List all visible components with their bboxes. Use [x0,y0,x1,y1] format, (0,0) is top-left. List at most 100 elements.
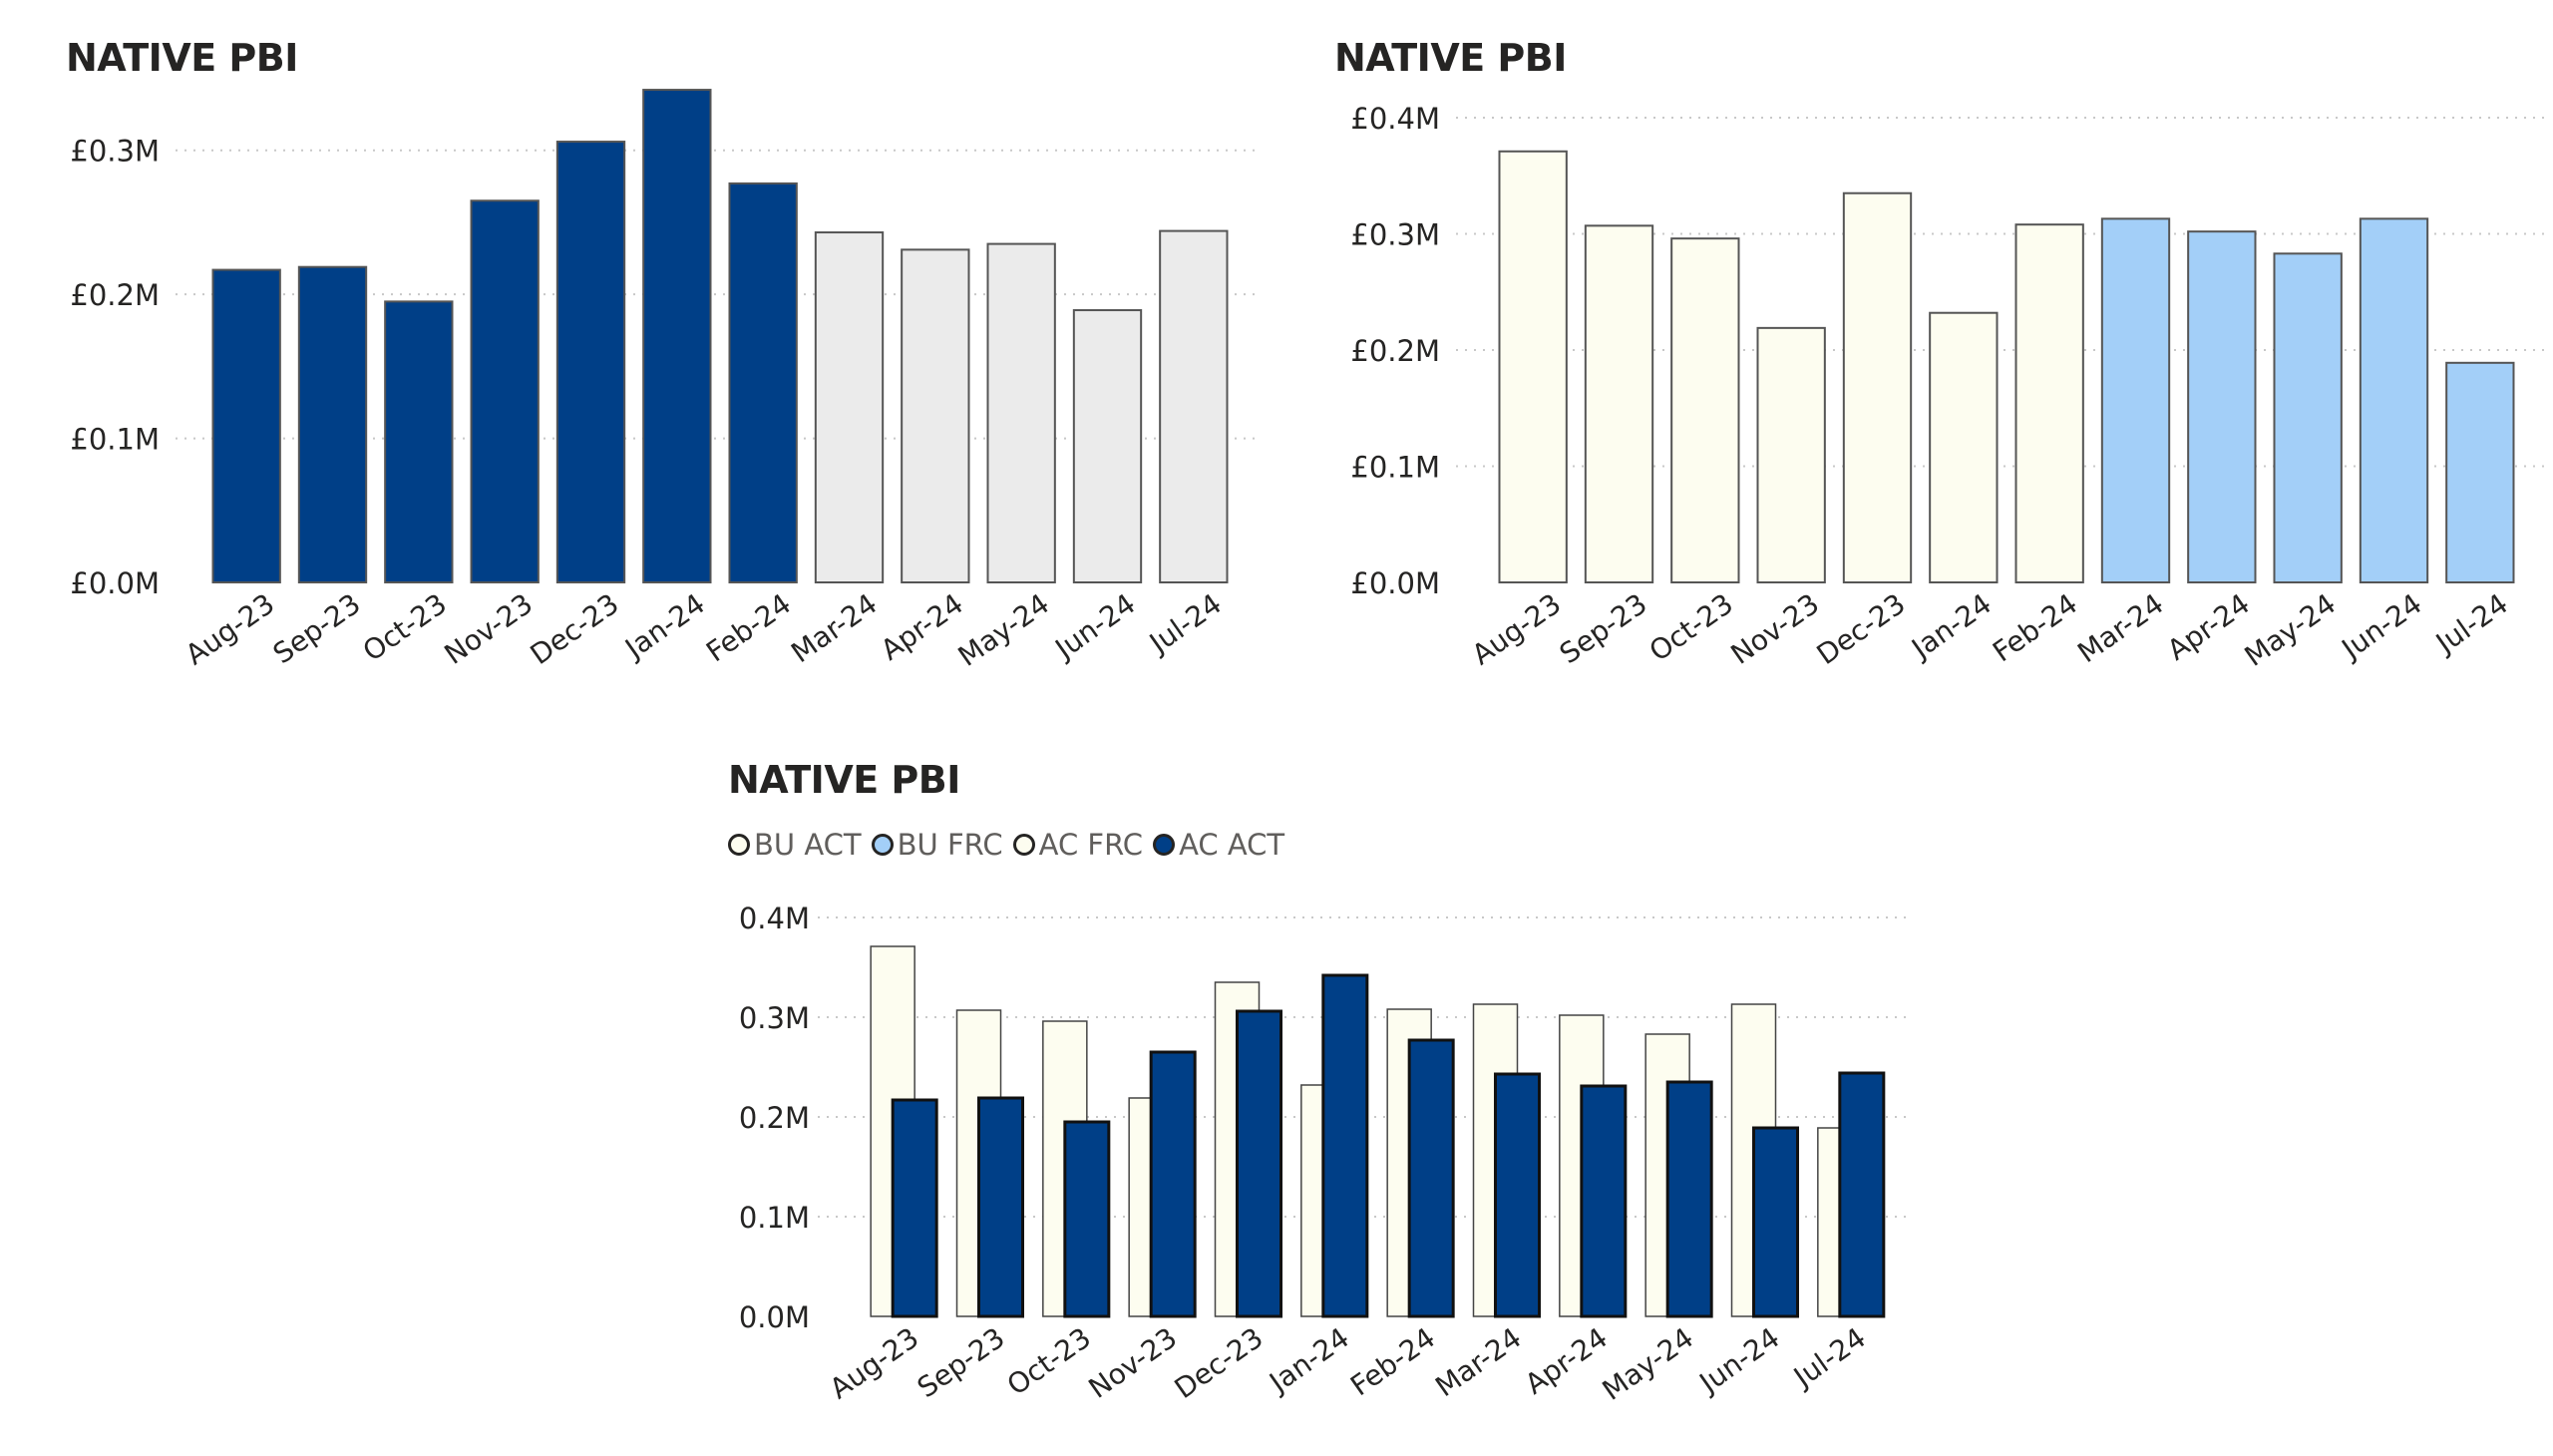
bar [1842,191,1913,583]
y-tick-label: £0.0M [70,566,160,600]
bar [555,141,626,583]
bar-chart-plot: £0.0M £0.1M £0.2M £0.3M £0.4M Aug-23Sep-23Oct… [1350,102,2545,673]
bar [2014,223,2084,583]
x-tick-label: Aug-23 [1466,587,1567,672]
x-tick-label: Apr-24 [2161,587,2256,667]
y-tick-label: 0.2M [739,1101,810,1135]
bar [1580,1084,1628,1318]
x-tick-label: Nov-23 [1083,1321,1184,1405]
x-tick-label: Jul-24 [2428,587,2514,661]
y-tick-label: 0.0M [739,1300,810,1334]
bar [2359,217,2429,583]
bar [1929,311,1999,583]
x-tick-label: Feb-24 [1344,1321,1441,1403]
bar [211,268,281,583]
chart-legend: BU ACT BU FRC AC FRC AC ACT [728,828,1284,862]
chart-native-pbi-3: NATIVE PBI BU ACT BU FRC AC FRC AC ACT 0… [658,738,1955,1456]
bar [2445,361,2515,583]
bar [642,89,712,583]
y-tick-label: £0.1M [70,423,160,457]
chart-title: NATIVE PBI [728,758,960,802]
y-tick-label: 0.1M [739,1201,810,1235]
x-tick-label: Oct-23 [357,587,453,668]
chart-native-pbi-1: NATIVE PBI £0.0M £0.1M £0.2M £0.3M Aug-23 Sep… [0,0,1276,718]
bar [1584,224,1654,583]
y-tick-label: £0.2M [1350,334,1440,368]
y-tick-label: 0.4M [739,902,810,935]
bar [728,182,798,583]
x-tick-label: Mar-24 [785,587,883,670]
x-tick-label: Jan-24 [617,587,710,666]
bar [1752,1126,1799,1318]
bar-chart-plot: £0.0M £0.1M £0.2M £0.3M Aug-23Sep-23Oct-23No… [70,89,1259,673]
x-tick-label: Feb-24 [1987,587,2083,669]
x-tick-label: Jun-24 [2335,587,2428,667]
x-tick-label: Mar-24 [2071,587,2169,670]
bar [1665,1080,1713,1318]
bar [891,1098,938,1318]
x-tick-label: Mar-24 [1429,1321,1527,1404]
legend-item[interactable]: BU ACT [728,828,862,862]
bar [1670,237,1740,583]
x-tick-label: Jan-24 [1262,1321,1354,1400]
x-tick-label: Oct-23 [1001,1321,1097,1402]
legend-label: AC FRC [1038,828,1144,862]
y-tick-label: £0.3M [1350,218,1440,252]
y-tick-label: £0.3M [70,135,160,169]
legend-marker-ac-frc [1012,834,1035,856]
x-tick-label: Jun-24 [1692,1321,1786,1401]
x-tick-label: Apr-24 [1519,1321,1614,1401]
bar [297,265,368,583]
x-tick-label: Nov-23 [439,587,540,671]
bar-chart-plot: 0.0M 0.1M 0.2M 0.3M 0.4M Aug-23Sep-23Oct-23No… [739,902,1913,1407]
bar [901,248,970,583]
bar [1321,973,1369,1318]
legend-item[interactable]: AC ACT [1153,828,1284,862]
bar [1149,1050,1197,1318]
x-tick-label: Dec-23 [1811,587,1912,671]
bar [470,199,540,583]
chart-title: NATIVE PBI [1334,36,1567,80]
x-tick-label: Sep-23 [912,1321,1011,1405]
bar [2187,230,2257,583]
legend-marker-bu-frc [871,834,894,856]
bar [384,300,454,583]
legend-item[interactable]: BU FRC [871,828,1003,862]
bar [2100,217,2171,583]
bar [986,242,1056,583]
x-tick-label: Jan-24 [1904,587,1997,666]
x-tick-label: May-24 [1597,1321,1699,1407]
x-tick-label: Oct-23 [1643,587,1739,668]
x-tick-label: Dec-23 [1169,1321,1270,1405]
bar [2273,252,2343,583]
x-tick-label: Nov-23 [1725,587,1826,671]
bar [1236,1009,1282,1318]
bar [1063,1120,1111,1318]
y-tick-label: £0.1M [1350,451,1440,485]
x-tick-label: Dec-23 [525,587,625,671]
x-tick-label: Apr-24 [875,587,969,667]
x-tick-label: Aug-23 [180,587,280,672]
x-tick-label: May-24 [952,587,1055,673]
x-tick-label: Jul-24 [1786,1321,1872,1395]
x-tick-label: Sep-23 [267,587,367,671]
bar [1407,1038,1455,1318]
x-tick-label: Jun-24 [1048,587,1142,667]
legend-marker-bu-act [728,834,750,856]
bar [1072,309,1143,583]
bar [1756,326,1826,583]
bar [1159,229,1229,583]
legend-marker-ac-act [1153,834,1176,856]
y-tick-label: £0.0M [1350,566,1440,600]
legend-label: AC ACT [1179,828,1285,862]
x-tick-label: May-24 [2239,587,2342,673]
legend-label: BU ACT [754,828,862,862]
bar [1498,150,1568,583]
y-tick-label: £0.2M [70,278,160,312]
legend-item[interactable]: AC FRC [1012,828,1144,862]
legend-label: BU FRC [897,828,1003,862]
chart-native-pbi-2: NATIVE PBI £0.0M £0.1M £0.2M £0.3M £0.4M Aug-… [1276,0,2553,718]
bar [1838,1071,1886,1318]
x-tick-label: Jul-24 [1142,587,1228,661]
x-tick-label: Feb-24 [700,587,797,669]
